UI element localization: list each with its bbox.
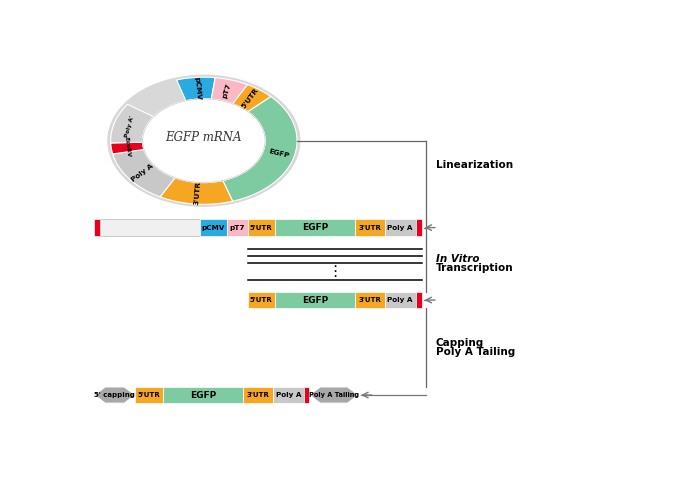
Bar <box>275 219 355 236</box>
Polygon shape <box>160 178 233 204</box>
Text: pT7: pT7 <box>222 82 232 99</box>
Circle shape <box>108 75 300 206</box>
Bar <box>227 219 247 236</box>
Circle shape <box>144 100 264 182</box>
Bar <box>416 292 421 308</box>
Bar <box>247 219 275 236</box>
Text: ⋮: ⋮ <box>327 264 343 279</box>
Text: EcoRV: EcoRV <box>124 137 131 157</box>
Polygon shape <box>233 84 271 112</box>
Bar <box>355 292 384 308</box>
Bar <box>384 292 416 308</box>
Text: 5'UTR: 5'UTR <box>240 87 260 110</box>
Text: Poly A Tailing: Poly A Tailing <box>309 392 359 398</box>
Text: Poly A: Poly A <box>387 297 413 303</box>
Polygon shape <box>110 104 154 143</box>
Bar <box>275 292 355 308</box>
Text: 5'UTR: 5'UTR <box>250 225 273 230</box>
Bar <box>101 219 199 236</box>
Bar <box>163 387 243 403</box>
Polygon shape <box>223 96 297 201</box>
Bar <box>304 387 310 403</box>
Text: 3'UTR: 3'UTR <box>359 225 382 230</box>
Bar <box>416 219 421 236</box>
Text: Transcription: Transcription <box>435 263 513 273</box>
Text: 3'UTR: 3'UTR <box>359 297 382 303</box>
Text: Poly A': Poly A' <box>124 115 135 138</box>
Text: Linearization: Linearization <box>435 160 513 170</box>
Text: 5'UTR: 5'UTR <box>138 392 161 398</box>
Text: Poly A: Poly A <box>130 162 154 182</box>
Text: EGFP mRNA: EGFP mRNA <box>166 131 242 144</box>
Text: Poly A Tailing: Poly A Tailing <box>435 347 515 357</box>
Text: EGFP: EGFP <box>190 391 217 399</box>
Text: 5' capping: 5' capping <box>94 392 135 398</box>
Polygon shape <box>110 142 144 154</box>
Bar <box>199 219 227 236</box>
Circle shape <box>143 99 265 182</box>
Bar <box>384 219 416 236</box>
Bar <box>355 219 384 236</box>
Bar <box>243 387 273 403</box>
Text: Poly A: Poly A <box>387 225 413 230</box>
Bar <box>135 387 163 403</box>
Text: 5'UTR: 5'UTR <box>250 297 273 303</box>
Text: 3'UTR: 3'UTR <box>247 392 270 398</box>
Bar <box>247 292 275 308</box>
Text: pCMV: pCMV <box>201 225 225 230</box>
Text: 3'UTR: 3'UTR <box>193 181 201 205</box>
Text: Capping: Capping <box>435 338 484 348</box>
Text: pCMV: pCMV <box>193 76 201 100</box>
Polygon shape <box>94 387 135 403</box>
Polygon shape <box>177 77 215 101</box>
Bar <box>94 219 101 236</box>
Polygon shape <box>211 78 247 104</box>
Polygon shape <box>113 149 175 197</box>
Bar <box>273 387 304 403</box>
Text: EGFP: EGFP <box>302 296 328 304</box>
Text: In Vitro: In Vitro <box>435 254 480 264</box>
Text: Poly A: Poly A <box>276 392 301 398</box>
Text: EGFP: EGFP <box>302 223 328 232</box>
Text: EGFP: EGFP <box>268 148 289 159</box>
Text: pT7: pT7 <box>230 225 245 230</box>
Polygon shape <box>310 387 359 403</box>
